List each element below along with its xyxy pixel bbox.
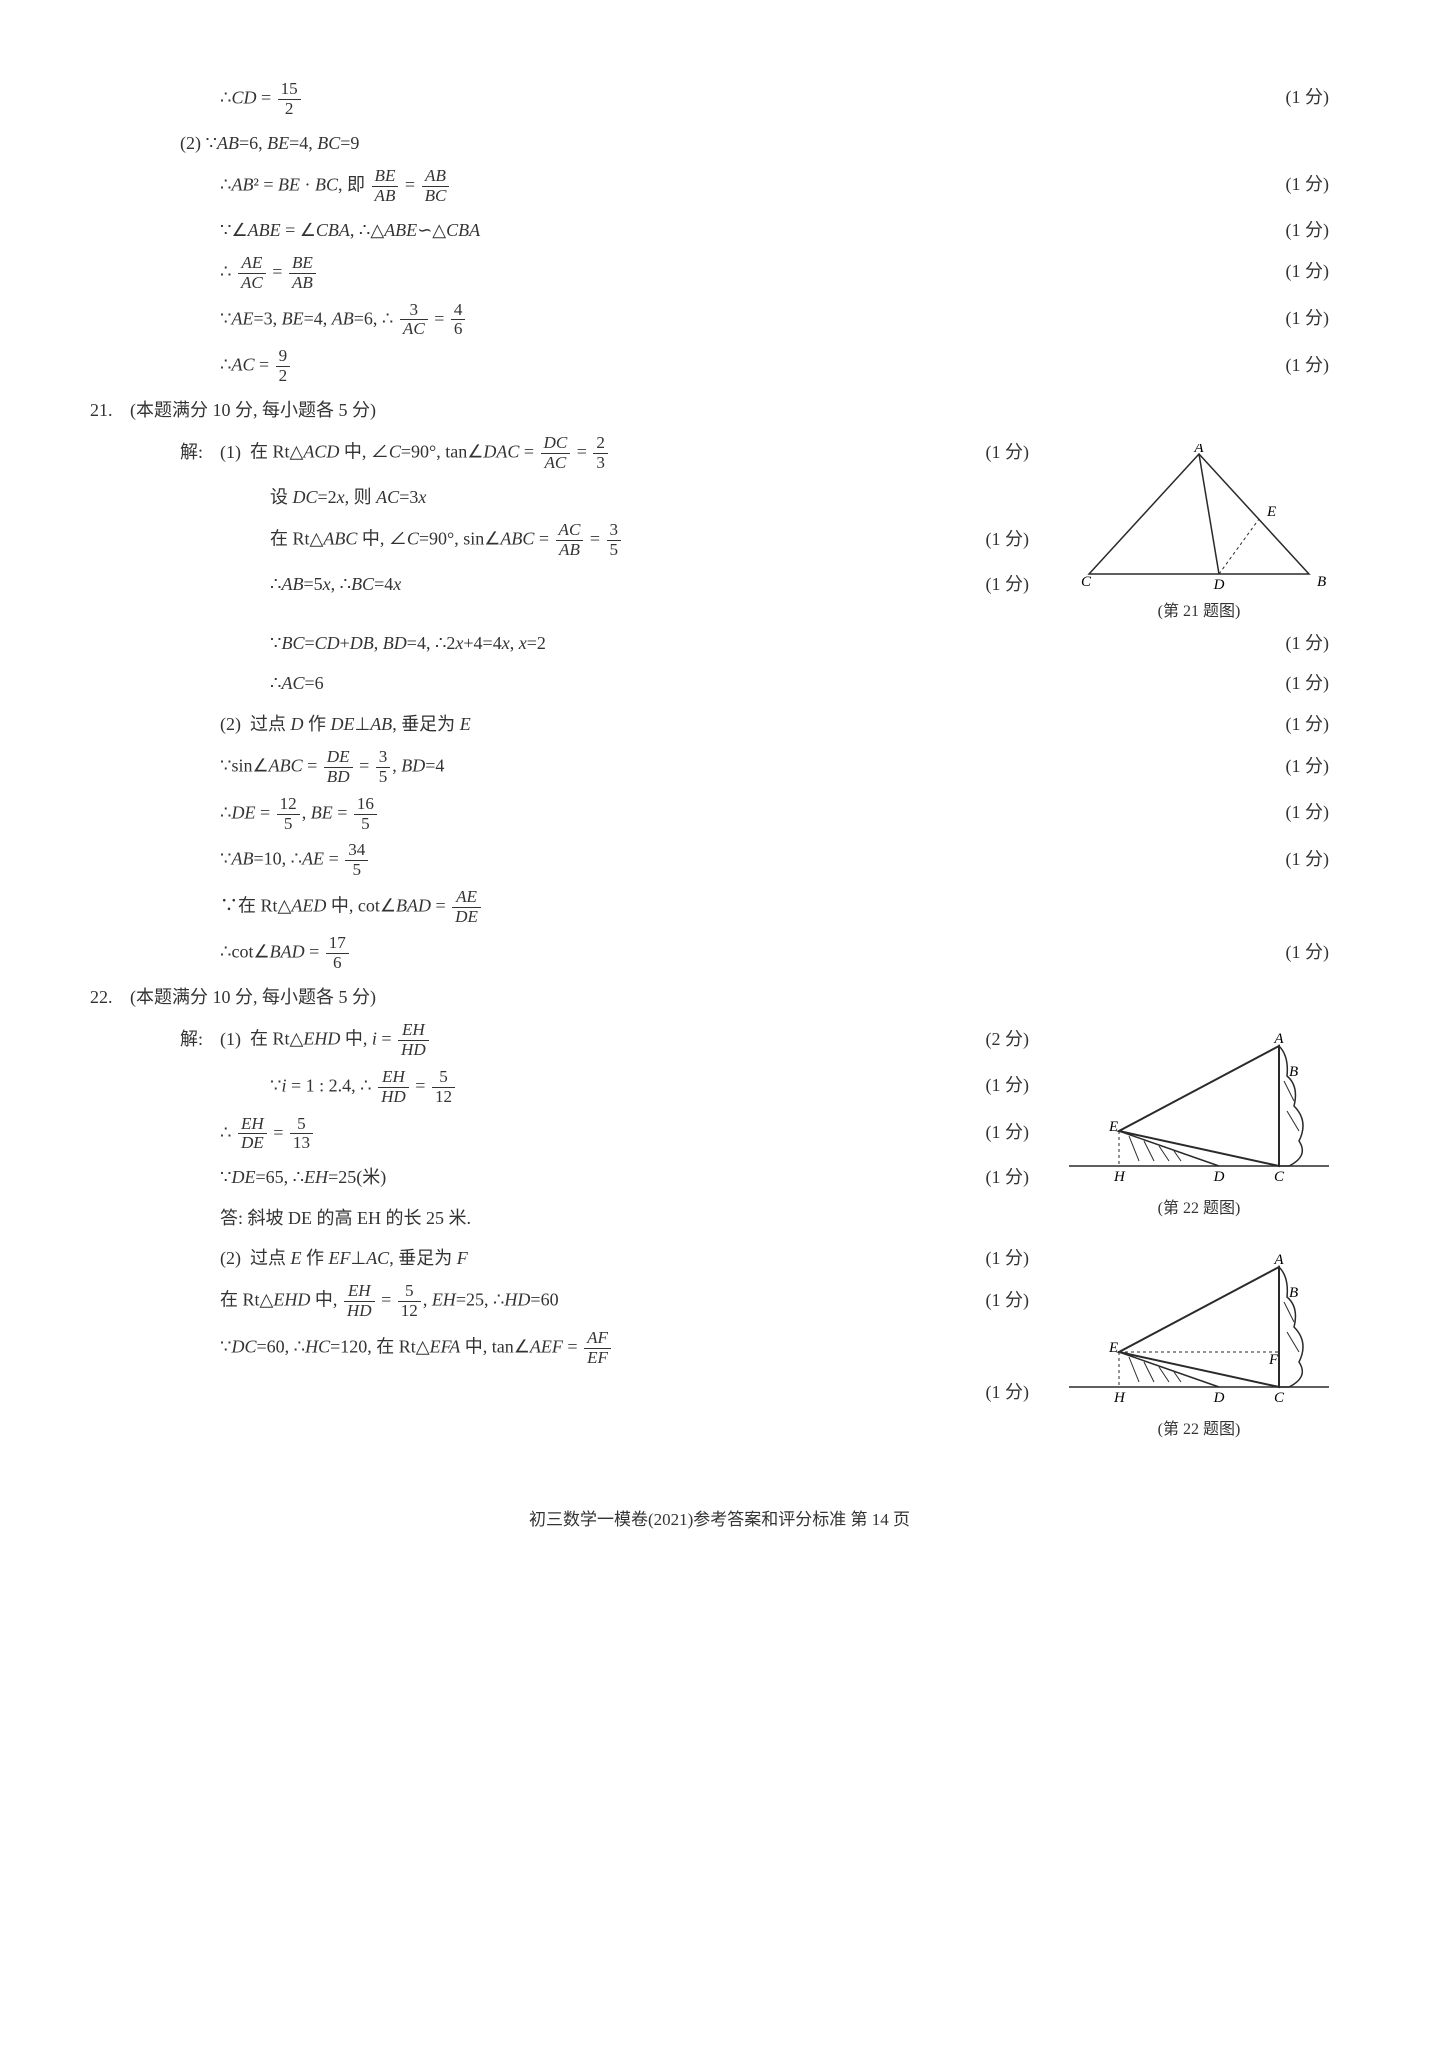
p21-l1f: ∴AC=6 (1 分) (90, 667, 1349, 699)
svg-text:H: H (1113, 1390, 1126, 1406)
page-footer: 初三数学一模卷(2021)参考答案和评分标准 第 14 页 (90, 1505, 1349, 1536)
p22-l1e: 答: 斜坡 DE 的高 EH 的长 25 米. (90, 1202, 1049, 1234)
p21-l1e: ∵BC=CD+DB, BD=4, ∴2x+4=4x, x=2 (1 分) (90, 627, 1349, 659)
p22-l1a: 解: (1) 在 Rt△EHD 中, i = EHHD (2 分) (90, 1021, 1049, 1060)
score: (1 分) (1286, 667, 1350, 699)
p22-figure1: A B E H D C (第 22 题图) (1049, 1021, 1349, 1224)
p22-l1c: ∴ EHDE = 513 (1 分) (90, 1115, 1049, 1154)
p21-fig-caption: (第 21 题图) (1049, 598, 1349, 627)
svg-text:E: E (1108, 1119, 1118, 1135)
p21-l2c: ∴DE = 125, BE = 165 (1 分) (90, 795, 1349, 834)
p20-l4: ∵∠ABE = ∠CBA, ∴△ABE∽△CBA (1 分) (90, 214, 1349, 246)
p20-line-cd: ∴CD = 152 (1 分) (90, 80, 1349, 119)
p20-l5: ∴ AEAC = BEAB (1 分) (90, 254, 1349, 293)
p22-fig-caption1: (第 22 题图) (1049, 1195, 1349, 1224)
score: (1 分) (1286, 627, 1350, 659)
score: (2 分) (986, 1023, 1050, 1055)
score: (1 分) (986, 1069, 1050, 1101)
svg-text:D: D (1213, 1169, 1225, 1185)
svg-text:B: B (1289, 1064, 1298, 1080)
score: (1 分) (1286, 349, 1350, 381)
svg-text:C: C (1274, 1390, 1285, 1406)
p22-l2c-score: (1 分) (90, 1376, 1049, 1408)
score: (1 分) (986, 568, 1050, 600)
p20-l6: ∵AE=3, BE=4, AB=6, ∴ 3AC = 46 (1 分) (90, 301, 1349, 340)
p22-fig-caption2: (第 22 题图) (1049, 1416, 1349, 1445)
score: (1 分) (1286, 214, 1350, 246)
svg-text:B: B (1289, 1285, 1298, 1301)
score: (1 分) (986, 1161, 1050, 1193)
p21-triangle-svg: A C D B E (1069, 444, 1329, 594)
score: (1 分) (1286, 255, 1350, 287)
score: (1 分) (1286, 796, 1350, 828)
p21-l1d: ∴AB=5x, ∴BC=4x (1 分) (90, 568, 1049, 600)
p21-l2f: ∴cot∠BAD = 176 (1 分) (90, 934, 1349, 973)
svg-text:E: E (1108, 1340, 1118, 1356)
svg-text:D: D (1213, 1390, 1225, 1406)
score: (1 分) (1286, 843, 1350, 875)
score: (1 分) (986, 1242, 1050, 1274)
svg-text:H: H (1113, 1169, 1126, 1185)
p22-title: 22. (本题满分 10 分, 每小题各 5 分) (90, 981, 1349, 1013)
p21-figure: A C D B E (第 21 题图) (1049, 434, 1349, 627)
p21-title: 21. (本题满分 10 分, 每小题各 5 分) (90, 394, 1349, 426)
p22-diagram1-svg: A B E H D C (1059, 1031, 1339, 1191)
svg-text:B: B (1317, 574, 1326, 590)
p22-figure2: A B E F H D C (第 22 题图) (1049, 1242, 1349, 1445)
p22-num: 22. (90, 981, 130, 1013)
p22-l1d: ∵DE=65, ∴EH=25(米) (1 分) (90, 1161, 1049, 1193)
p21-l2a: (2) 过点 D 作 DE⊥AB, 垂足为 E (1 分) (90, 708, 1349, 740)
p22-l2c: ∵DC=60, ∴HC=120, 在 Rt△EFA 中, tan∠AEF = A… (90, 1329, 1049, 1368)
p21-l2d: ∵AB=10, ∴AE = 345 (1 分) (90, 841, 1349, 880)
score: (1 分) (1286, 302, 1350, 334)
svg-text:E: E (1266, 504, 1276, 520)
p21-l1a: 解: (1) 在 Rt△ACD 中, ∠C=90°, tan∠DAC = DCA… (90, 434, 1049, 473)
svg-text:D: D (1213, 577, 1225, 593)
p21-l2b: ∵sin∠ABC = DEBD = 35, BD=4 (1 分) (90, 748, 1349, 787)
svg-text:C: C (1274, 1169, 1285, 1185)
p22-title-text: (本题满分 10 分, 每小题各 5 分) (130, 981, 1349, 1013)
p22-diagram2-svg: A B E F H D C (1059, 1252, 1339, 1412)
p20-l3: ∴AB² = BE · BC, 即 BEAB = ABBC (1 分) (90, 167, 1349, 206)
svg-text:A: A (1193, 444, 1204, 456)
score: (1 分) (986, 1284, 1050, 1316)
svg-text:A: A (1273, 1031, 1284, 1047)
p21-l1c: 在 Rt△ABC 中, ∠C=90°, sin∠ABC = ACAB = 35 … (90, 521, 1049, 560)
score: (1 分) (986, 1116, 1050, 1148)
p20-part2: (2) ∵AB=6, BE=4, BC=9 (90, 127, 1349, 159)
svg-text:C: C (1081, 574, 1092, 590)
score: (1 分) (1286, 750, 1350, 782)
p22-l2b: 在 Rt△EHD 中, EHHD = 512, EH=25, ∴HD=60 (1… (90, 1282, 1049, 1321)
score: (1 分) (1286, 81, 1350, 113)
p21-num: 21. (90, 394, 130, 426)
score: (1 分) (986, 523, 1050, 555)
score: (1 分) (986, 436, 1050, 468)
p22-l2a: (2) 过点 E 作 EF⊥AC, 垂足为 F (1 分) (90, 1242, 1049, 1274)
p21-l2e: ∵在 Rt△AED 中, cot∠BAD = AEDE (90, 888, 1349, 927)
p21-l1b: 设 DC=2x, 则 AC=3x (90, 481, 1049, 513)
svg-text:F: F (1268, 1352, 1279, 1368)
score: (1 分) (1286, 936, 1350, 968)
score: (1 分) (1286, 168, 1350, 200)
svg-text:A: A (1273, 1252, 1284, 1268)
score: (1 分) (986, 1376, 1050, 1408)
p22-l1b: ∵i = 1 : 2.4, ∴ EHHD = 512 (1 分) (90, 1068, 1049, 1107)
score: (1 分) (1286, 708, 1350, 740)
p21-title-text: (本题满分 10 分, 每小题各 5 分) (130, 394, 1349, 426)
p20-l7: ∴AC = 92 (1 分) (90, 347, 1349, 386)
